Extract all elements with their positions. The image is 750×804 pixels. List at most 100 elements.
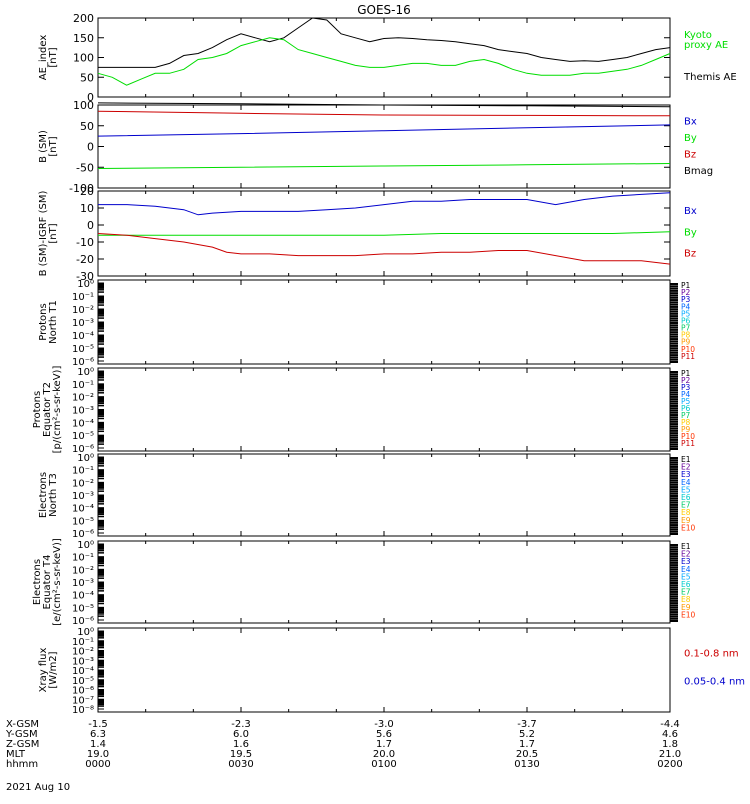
y-axis-label-line: [W/m2] (48, 651, 59, 688)
legend-by: By (684, 133, 697, 144)
channel-label-e7: E7 (681, 501, 691, 510)
series-line-kyoto-proxy-ae (97, 37, 671, 86)
channel-label-p5: P5 (681, 397, 691, 406)
y-tick-label: 10⁰ (77, 453, 94, 464)
y-axis-label-line: Equator T2 (42, 382, 53, 437)
footer-value: 1.6 (233, 739, 249, 750)
series-group-ae: 0 50 100 150 200 (73, 12, 671, 104)
legend-proxy-ae: proxy AE (684, 40, 728, 51)
y-tick-label: -30 (76, 270, 94, 283)
channel-label-p7: P7 (681, 324, 691, 333)
footer-value: 19.0 (87, 749, 109, 760)
channel-label-p1: P1 (681, 281, 691, 290)
channel-label-p11: P11 (681, 439, 695, 448)
footer-row-label: Z-GSM (6, 739, 39, 750)
channel-label-e6: E6 (681, 580, 691, 589)
y-tick-label: 10⁻⁴ (72, 666, 94, 677)
y-tick-label: 10⁻³ (72, 318, 94, 329)
channel-label-p8: P8 (681, 418, 691, 427)
y-axis-label: B (SM)[nT] (38, 130, 59, 163)
y-axis-label-line: [p/(cm²-s-sr-keV)] (52, 366, 63, 454)
series-line-bx (97, 124, 671, 137)
panel-frame (97, 367, 671, 452)
y-tick-label: 10⁻³ (72, 406, 94, 417)
ephemeris-footer: 2021 Aug 10 X-GSM -1.5 -2.3 -3.0 -3.7 -4.4 Y-G… (5, 719, 683, 793)
y-tick-label: 10⁻⁵ (72, 603, 94, 614)
legend-0-1-0-8-nm: 0.1-0.8 nm (684, 648, 739, 659)
footer-value: -1.5 (88, 719, 108, 730)
series-line-bz (97, 233, 671, 265)
panel-frame (97, 279, 671, 365)
footer-value: 19.5 (230, 749, 252, 760)
footer-value: 0200 (657, 759, 682, 770)
footer-value: -2.3 (231, 719, 251, 730)
footer-value: -3.7 (517, 719, 537, 730)
y-tick-label: -20 (76, 253, 94, 266)
footer-value: 0100 (371, 759, 396, 770)
channel-label-e3: E3 (681, 470, 691, 479)
panel-frame (97, 104, 671, 189)
channel-label-p3: P3 (681, 295, 691, 304)
y-tick-label: 10⁻⁶ (72, 616, 94, 627)
y-tick-label: 10⁰ (77, 367, 94, 378)
y-axis-label-line: [nT] (48, 223, 59, 243)
y-tick-label: 10⁻⁶ (72, 357, 94, 368)
y-axis-label-line: Protons (32, 391, 43, 428)
panel-frame (97, 453, 671, 537)
legend-bx: Bx (684, 206, 697, 217)
footer-value: 1.7 (519, 739, 535, 750)
date-label: 2021 Aug 10 (6, 782, 70, 793)
y-tick-label: 200 (73, 12, 94, 25)
y-axis-label-line: North T1 (48, 300, 59, 344)
y-axis-label-line: North T3 (48, 473, 59, 517)
footer-row-label: X-GSM (6, 719, 39, 730)
channel-label-e7: E7 (681, 588, 691, 597)
y-tick-label: 50 (80, 120, 94, 133)
series-line-bmag (97, 102, 671, 108)
y-axis-label-line: Electrons (38, 472, 49, 518)
footer-value: 1.4 (90, 739, 106, 750)
channel-label-p8: P8 (681, 331, 691, 340)
channel-label-e2: E2 (681, 550, 691, 559)
footer-value: 5.2 (519, 729, 535, 740)
y-tick-label: 10⁻¹ (72, 553, 94, 564)
channel-label-p3: P3 (681, 383, 691, 392)
channel-label-e10: E10 (681, 523, 696, 532)
footer-value: 6.0 (233, 729, 249, 740)
panel-bsm: B (SM)[nT] Bx By Bz Bmag (38, 104, 713, 189)
series-line-themis-ae (98, 17, 671, 68)
channel-label-p4: P4 (681, 302, 691, 311)
y-tick-label: 10⁻⁵ (72, 676, 94, 687)
channel-label-p10: P10 (681, 432, 695, 441)
series-group-bsm: -100 -50 0 50 100 (69, 99, 671, 195)
panel-e2: ElectronsEquator T4[e/(cm²-s-sr-keV)] E1E… (32, 538, 696, 627)
footer-row-label: hhmm (6, 759, 38, 770)
footer-value: 0000 (85, 759, 110, 770)
y-tick-label: 50 (80, 71, 94, 84)
y-tick-label: 10⁻² (72, 393, 94, 404)
y-tick-label: 10⁻¹ (72, 292, 94, 303)
y-tick-label: 10⁻¹ (72, 466, 94, 477)
y-tick-label: 10⁻³ (72, 491, 94, 502)
panel-bigrf: B (SM)-IGRF (SM)[nT] Bx By Bz (38, 190, 697, 277)
panel-frame (97, 17, 671, 98)
channel-label-e5: E5 (681, 572, 691, 581)
y-tick-label: 10⁻² (72, 478, 94, 489)
channel-label-e2: E2 (681, 463, 691, 472)
series-group-bigrf: -30 -20 -10 0 10 20 (76, 185, 671, 283)
footer-value: 20.5 (516, 749, 538, 760)
y-axis-label-line: Protons (38, 303, 49, 340)
chart-title: GOES-16 (357, 3, 411, 17)
y-tick-label: 10⁻² (72, 647, 94, 658)
channel-label-e1: E1 (681, 455, 691, 464)
footer-value: 4.6 (662, 729, 678, 740)
y-tick-label: 10⁰ (77, 540, 94, 551)
y-axis-label: ProtonsEquator T2[p/(cm²-s-sr-keV)] (32, 366, 63, 454)
channel-label-p1: P1 (681, 369, 691, 378)
footer-value: 5.6 (376, 729, 392, 740)
y-axis-label: ElectronsNorth T3 (38, 472, 59, 518)
